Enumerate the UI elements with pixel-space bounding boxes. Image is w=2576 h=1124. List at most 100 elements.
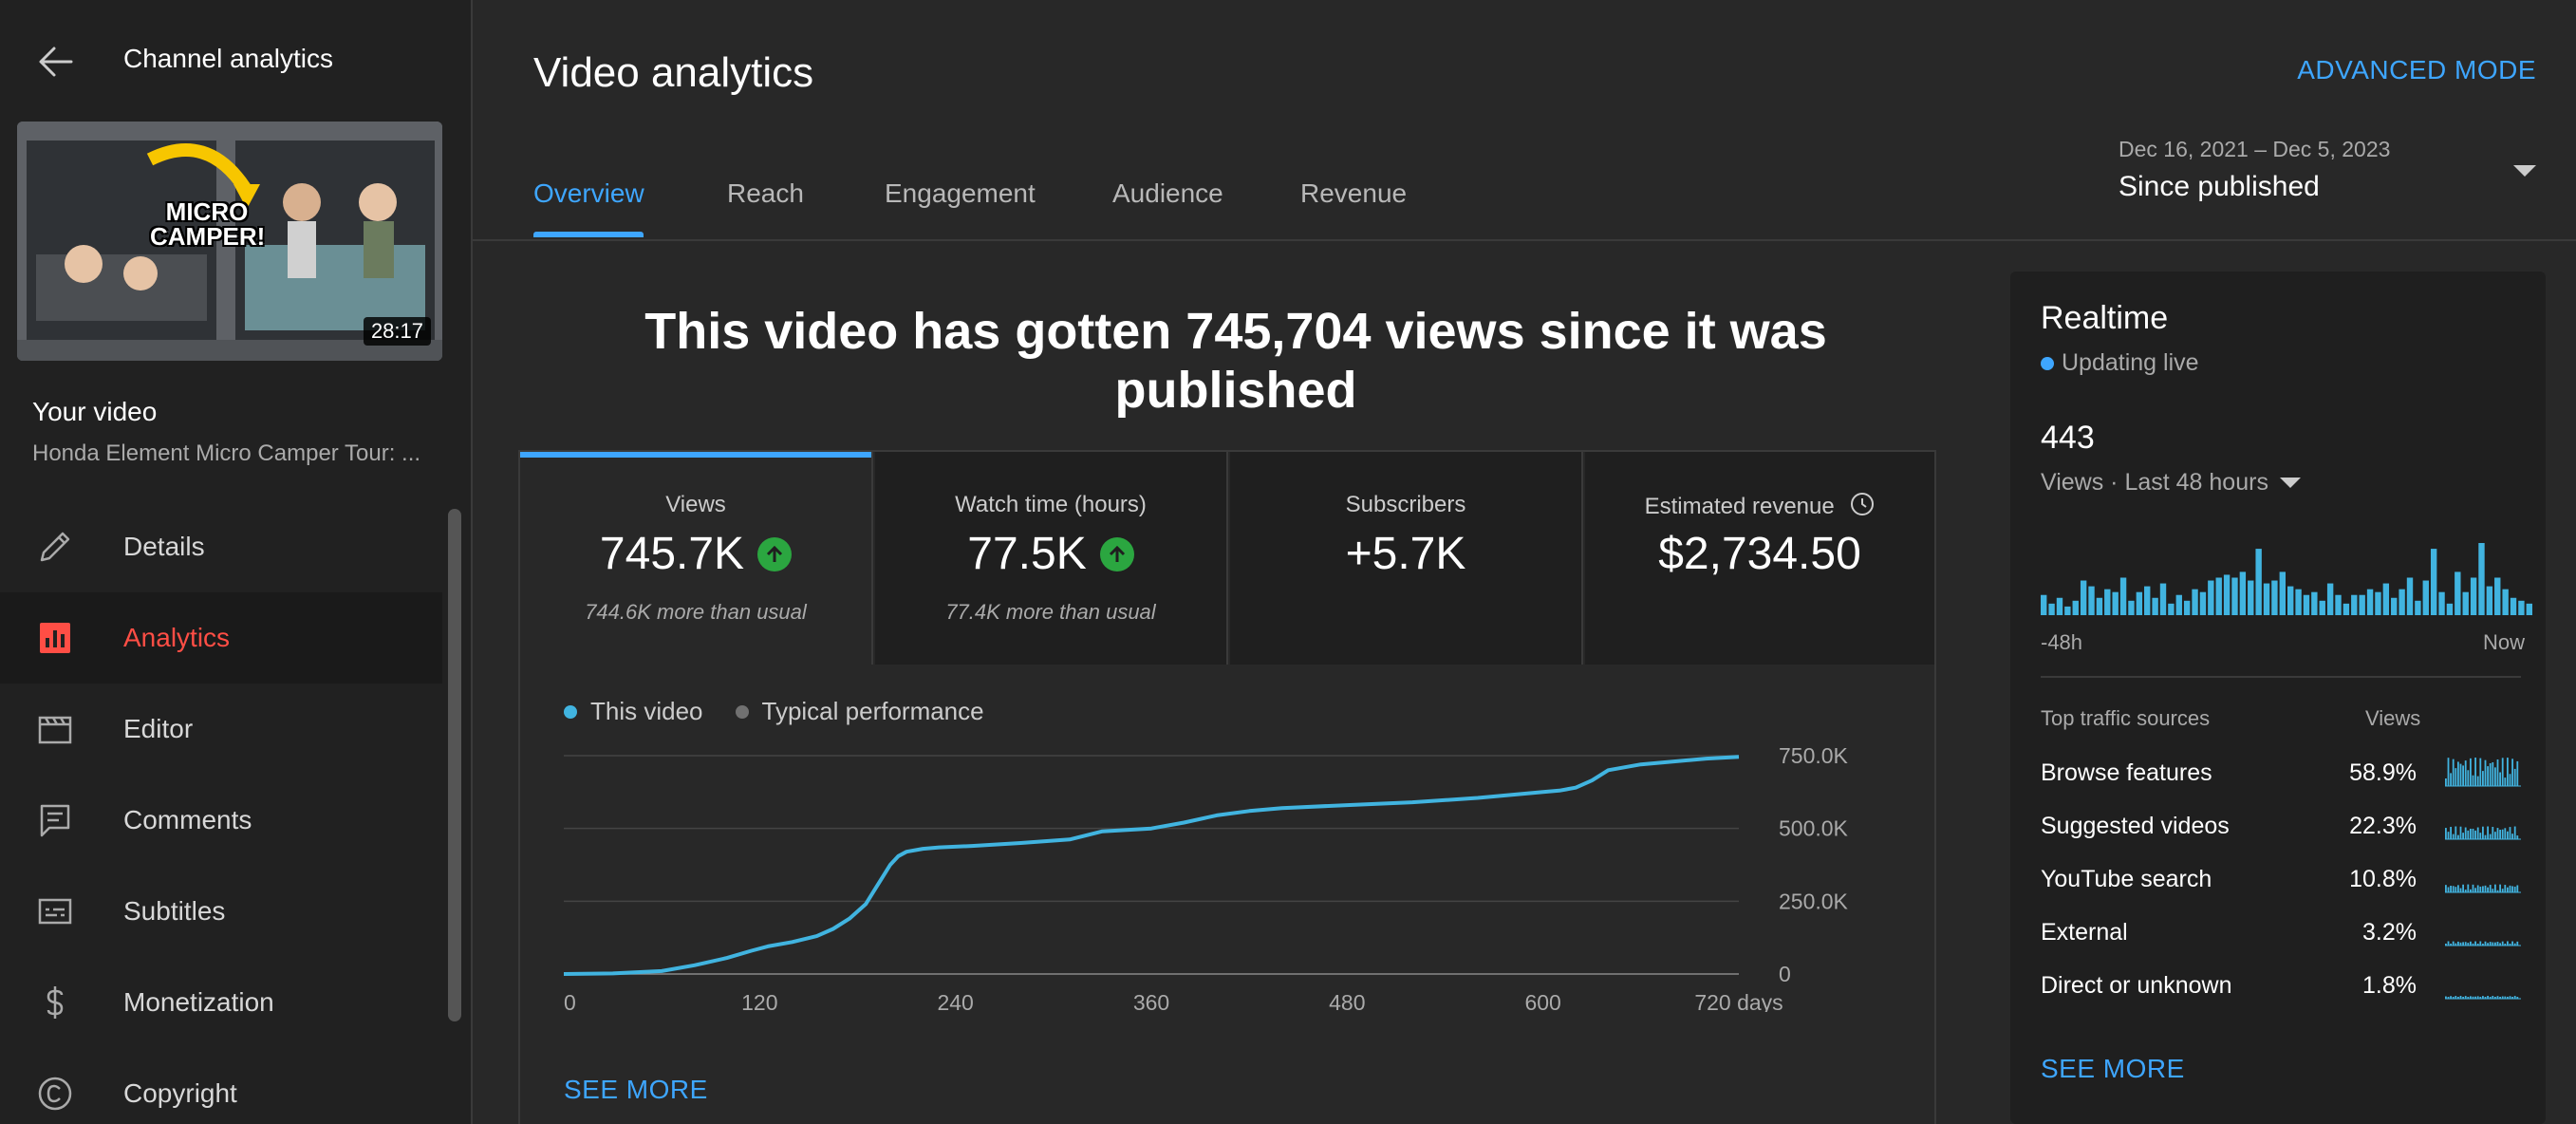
realtime-bar [2415,600,2421,615]
date-range-dropdown[interactable]: Dec 16, 2021 – Dec 5, 2023 Since publish… [2119,123,2536,218]
realtime-bar-chart[interactable] [2041,537,2534,615]
sparkline-bar [2474,758,2476,786]
sparkline-bar [2474,830,2476,839]
sparkline-bar [2494,997,2496,999]
views-chart[interactable]: 0 250.0K 500.0K 750.0K 0 120 240 360 480 600 720 d… [520,737,1934,1012]
realtime-bar [2136,591,2143,615]
sparkline-bar [2472,943,2474,946]
tab-reach[interactable]: Reach [727,178,804,208]
realtime-bar [2255,549,2262,615]
traffic-source-percent: 22.3% [2349,813,2417,839]
pencil-icon [34,526,76,568]
sparkline-bar [2509,774,2511,786]
sparkline-bar [2470,889,2472,892]
sparkline-bar [2509,996,2511,999]
traffic-source-row[interactable]: Suggested videos 22.3% [2041,799,2521,852]
legend-this-video[interactable]: This video [564,697,703,726]
sparkline-bar [2499,830,2501,839]
metric-label: Views [665,492,726,517]
realtime-bar [2287,586,2294,615]
sidebar-item-editor[interactable]: Editor [0,684,442,775]
sparkline-bar [2504,944,2507,946]
metric-comparison: 744.6K more than usual [585,600,807,624]
sparkline-bar [2499,772,2501,786]
sidebar-item-copyright[interactable]: Copyright [0,1048,442,1124]
sparkline-bar [2501,829,2504,839]
sparkline-bar [2511,941,2513,946]
sparkline-bar [2484,759,2487,786]
sparkline-bar [2452,997,2455,999]
traffic-source-row[interactable]: Direct or unknown 1.8% [2041,959,2521,1012]
sparkline-bar [2472,996,2474,999]
metric-value-row: 745.7K [520,528,871,580]
metric-revenue[interactable]: Estimated revenue $2,734.50 [1585,452,1934,665]
metric-value: +5.7K [1345,529,1466,579]
realtime-bar [2231,577,2238,615]
sidebar-item-label: Details [123,532,205,561]
sidebar-scrollbar[interactable] [448,509,461,1021]
sparkline-bar [2501,941,2504,946]
back-arrow-icon[interactable] [34,40,78,84]
traffic-source-row[interactable]: Browse features 58.9% [2041,746,2521,799]
legend-typical[interactable]: Typical performance [735,697,984,726]
realtime-bar [2526,603,2532,615]
tab-engagement[interactable]: Engagement [885,178,1036,208]
sparkline-bar [2447,887,2450,892]
sidebar-item-analytics[interactable]: Analytics [0,592,442,684]
video-thumbnail[interactable]: MICRO CAMPER! 28:17 [17,122,442,361]
x-tick-label: 600 [1524,990,1560,1012]
sparkline-bar [2447,832,2450,839]
traffic-source-row[interactable]: YouTube search 10.8% [2041,852,2521,906]
traffic-source-row[interactable]: External 3.2% [2041,906,2521,959]
tab-overview[interactable]: Overview [533,178,644,208]
traffic-source-name: YouTube search [2041,866,2212,892]
divider [2041,676,2521,678]
thumbnail-text-line1: MICRO [165,197,249,226]
traffic-source-sparkline [2445,758,2521,787]
tab-revenue[interactable]: Revenue [1300,178,1408,208]
metric-label: Subscribers [1345,492,1466,517]
series-line-this-video [563,755,1740,976]
sidebar-item-monetization[interactable]: Monetization [0,957,442,1048]
realtime-bar [2128,600,2135,615]
sparkline-bar [2467,884,2470,892]
sparkline-bar [2455,943,2457,946]
realtime-bar [2168,603,2175,615]
see-more-button[interactable]: SEE MORE [564,1075,708,1104]
page-title: Video analytics [533,49,814,96]
realtime-bar [2446,603,2454,615]
realtime-live-status: Updating live [2041,349,2199,377]
sidebar-item-subtitles[interactable]: Subtitles [0,866,442,957]
x-tick-label: 240 [937,990,973,1012]
sparkline-bar [2513,943,2516,946]
metric-views[interactable]: Views 745.7K 744.6K more than usual [520,452,873,665]
realtime-bar [2080,580,2087,615]
sparkline-bar [2492,942,2494,946]
metric-watch-time[interactable]: Watch time (hours) 77.5K 77.4K more than… [875,452,1228,665]
sparkline-bar [2484,941,2487,946]
sparkline-bar [2507,887,2509,892]
sparkline-bar [2504,996,2507,999]
sparkline-bar [2487,766,2489,786]
tab-audience[interactable]: Audience [1112,178,1223,208]
sparkline-bar [2462,997,2464,999]
realtime-bar [2494,577,2501,615]
advanced-mode-button[interactable]: ADVANCED MODE [2297,55,2536,84]
sparkline-bar [2516,835,2519,839]
sparkline-bar [2450,826,2452,839]
sidebar-item-label: Analytics [123,623,231,652]
sparkline-bar [2513,826,2516,839]
sidebar-item-comments[interactable]: Comments [0,775,442,866]
sparkline-bar [2496,828,2499,839]
sparkline-bar [2487,887,2489,892]
sparkline-bar [2445,944,2447,946]
metric-subscribers[interactable]: Subscribers +5.7K [1230,452,1583,665]
sidebar-item-details[interactable]: Details [0,501,442,592]
realtime-see-more-button[interactable]: SEE MORE [2041,1054,2185,1083]
realtime-bar [2072,600,2079,615]
realtime-period-dropdown[interactable]: Views · Last 48 hours [2041,469,2301,496]
sparkline-bar [2457,834,2459,839]
sparkline-bar [2462,765,2464,786]
video-title[interactable]: Honda Element Micro Camper Tour: ... [32,440,421,466]
realtime-bar [2271,580,2278,615]
